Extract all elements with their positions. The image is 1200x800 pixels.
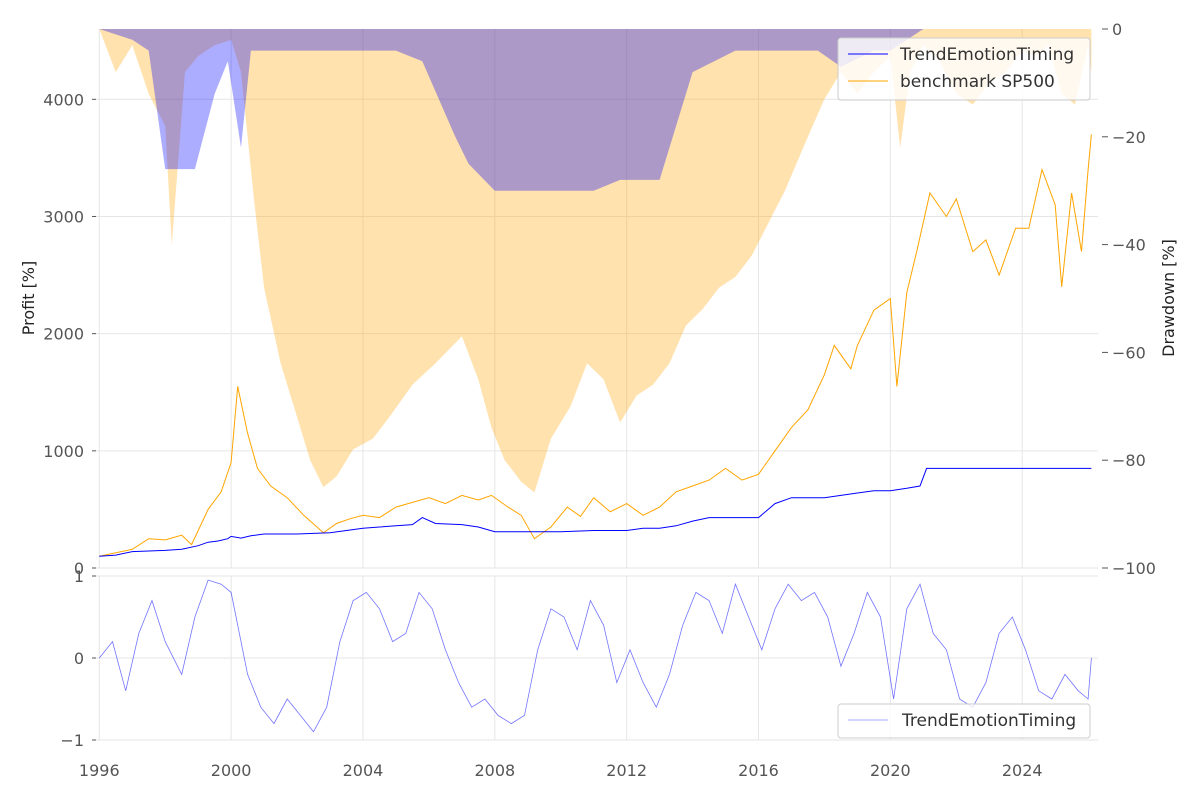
main-legend: TrendEmotionTiming benchmark SP500	[837, 37, 1091, 101]
x-tick-label-2024: 2024	[1002, 761, 1043, 780]
signal-legend-box	[837, 703, 1091, 739]
signal-tick-label-2: −1	[60, 731, 84, 750]
legend-label-benchmark: benchmark SP500	[900, 72, 1055, 92]
x-tick-label-2016: 2016	[738, 761, 779, 780]
left-axis-ticks: 0 1000 2000 3000 4000	[43, 90, 96, 578]
signal-tick-label-0: 1	[74, 567, 84, 586]
x-tick-label-2004: 2004	[343, 761, 384, 780]
left-tick-label-1000: 1000	[43, 442, 84, 461]
signal-lines	[98, 579, 1092, 733]
x-tick-label-2020: 2020	[870, 761, 911, 780]
trend-emotion-timing-line	[99, 467, 1092, 557]
legend-label-signal: TrendEmotionTiming	[901, 711, 1076, 731]
left-tick-label-4000: 4000	[43, 90, 84, 109]
right-axis-ticks: 0 −20 −40 −60 −80 −100	[1102, 20, 1156, 578]
x-tick-label-1996: 1996	[79, 761, 120, 780]
left-tick-label-2000: 2000	[43, 325, 84, 344]
x-tick-label-2008: 2008	[474, 761, 515, 780]
main-legend-box	[837, 37, 1091, 101]
right-tick-label--100: −100	[1112, 559, 1156, 578]
right-tick-label--80: −80	[1112, 451, 1146, 470]
signal-legend: TrendEmotionTiming	[837, 703, 1091, 739]
left-tick-label-3000: 3000	[43, 207, 84, 226]
profit-lines	[99, 134, 1092, 557]
drawdown-areas	[99, 29, 1092, 493]
left-axis-title: Profit [%]	[19, 261, 38, 336]
x-axis-ticks: 1996 2000 2004 2008 2012 2016 2020 2024	[79, 761, 1043, 780]
x-tick-label-2000: 2000	[211, 761, 252, 780]
benchmark-sp500-line	[99, 134, 1092, 557]
right-axis-title: Drawdown [%]	[1159, 239, 1178, 357]
legend-label-strategy: TrendEmotionTiming	[899, 45, 1074, 65]
right-tick-label-0: 0	[1112, 20, 1122, 39]
x-tick-label-2012: 2012	[606, 761, 647, 780]
signal-axis-ticks: 1 0 −1	[60, 567, 96, 750]
benchmark-drawdown-area	[99, 29, 1092, 493]
signal-trend-emotion-timing-line	[98, 579, 1092, 733]
signal-tick-label-1: 0	[74, 649, 84, 668]
right-tick-label--40: −40	[1112, 236, 1146, 255]
left-tick-label-0: 0	[74, 559, 84, 578]
signal-grid	[96, 575, 1098, 741]
strategy-drawdown-area	[99, 29, 1092, 191]
right-tick-label--60: −60	[1112, 343, 1146, 362]
main-grid	[96, 29, 1098, 569]
right-tick-label--20: −20	[1112, 128, 1146, 147]
